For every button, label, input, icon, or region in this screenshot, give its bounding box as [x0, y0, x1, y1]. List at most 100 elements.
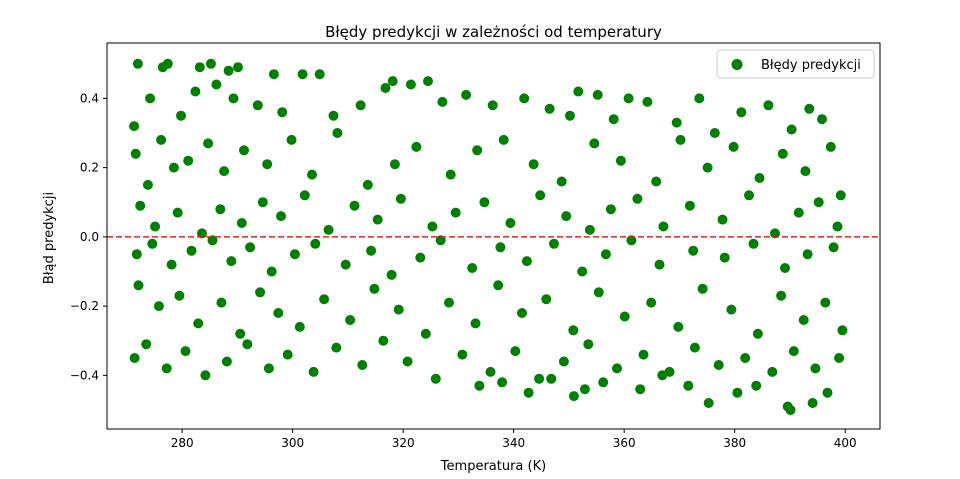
data-point	[485, 366, 496, 377]
data-point	[717, 214, 728, 225]
data-point	[736, 107, 747, 118]
data-point	[215, 204, 226, 215]
data-point	[535, 190, 546, 201]
data-point	[767, 366, 778, 377]
data-point	[203, 138, 214, 149]
data-point	[776, 290, 787, 301]
data-point	[153, 301, 164, 312]
data-point	[694, 93, 705, 104]
data-point	[651, 176, 662, 187]
data-point	[479, 197, 490, 208]
x-tick-label: 380	[723, 436, 746, 450]
data-point	[308, 366, 319, 377]
data-point	[415, 252, 426, 263]
data-point	[780, 263, 790, 273]
data-point	[834, 353, 845, 363]
data-point	[161, 363, 172, 374]
data-point	[129, 353, 140, 363]
data-point	[207, 235, 218, 246]
data-point	[615, 155, 626, 166]
data-point	[697, 283, 708, 294]
chart-title: Błędy predykcji w zależności od temperat…	[325, 23, 662, 41]
data-point	[380, 83, 391, 93]
data-point	[276, 211, 286, 222]
data-point	[437, 96, 448, 107]
data-point	[813, 197, 824, 208]
data-point	[366, 245, 377, 256]
data-point	[257, 197, 268, 208]
data-point	[817, 114, 827, 125]
data-point	[763, 100, 774, 111]
data-point	[732, 387, 743, 398]
data-point	[546, 373, 557, 384]
plot-frame	[106, 42, 881, 430]
data-point	[626, 235, 637, 246]
data-point	[517, 308, 527, 318]
data-point	[430, 373, 441, 384]
data-point	[754, 173, 765, 183]
data-point	[328, 110, 339, 121]
data-point	[236, 218, 247, 228]
data-point	[583, 339, 594, 350]
data-point	[709, 128, 720, 138]
y-tick-label: 0.0	[80, 230, 99, 244]
data-point	[565, 110, 575, 121]
data-point	[519, 93, 530, 104]
data-point	[684, 200, 695, 211]
y-axis-label: Błąd predykcji	[42, 192, 57, 284]
x-axis-ticks: 280 300 320 340 360 380 400	[171, 429, 857, 450]
data-point	[534, 373, 545, 384]
data-point	[837, 325, 848, 336]
data-point	[788, 346, 799, 357]
data-point	[299, 190, 310, 201]
data-point	[556, 176, 567, 187]
data-point	[176, 110, 186, 121]
data-point	[703, 398, 714, 408]
data-point	[541, 294, 552, 305]
x-tick-label: 280	[171, 436, 194, 450]
data-point	[372, 214, 383, 225]
data-point	[286, 134, 297, 145]
data-point	[521, 256, 532, 267]
data-point	[632, 193, 643, 204]
data-point	[600, 249, 611, 260]
data-point	[474, 380, 485, 391]
data-point	[608, 114, 619, 125]
data-point	[832, 221, 843, 232]
data-point	[319, 294, 330, 305]
data-point	[242, 339, 253, 350]
data-point	[804, 103, 815, 114]
legend: Błędy predykcji	[716, 49, 875, 79]
data-point	[294, 321, 305, 332]
data-point	[498, 134, 509, 145]
data-point	[393, 304, 404, 315]
data-point	[493, 280, 504, 291]
data-point	[219, 166, 230, 177]
data-point	[273, 308, 284, 318]
data-point	[657, 370, 668, 381]
data-point	[589, 138, 600, 149]
data-point	[561, 211, 572, 222]
data-point	[332, 128, 343, 138]
data-point	[654, 259, 665, 270]
data-point	[355, 100, 366, 111]
data-point	[505, 218, 516, 228]
data-point	[807, 398, 818, 408]
data-point	[798, 315, 809, 325]
data-point	[450, 207, 461, 218]
legend-box	[716, 49, 875, 79]
data-point	[822, 387, 833, 398]
data-point	[497, 377, 508, 388]
data-point	[802, 249, 813, 260]
data-point	[444, 297, 454, 308]
data-point	[568, 325, 579, 336]
data-point	[221, 356, 232, 367]
data-point	[131, 249, 142, 260]
data-point	[786, 124, 797, 135]
legend-label: Błędy predykcji	[761, 58, 861, 73]
data-point	[180, 346, 191, 357]
data-point	[147, 238, 158, 249]
data-point	[751, 380, 762, 391]
data-point	[592, 89, 603, 100]
data-point	[194, 62, 205, 73]
